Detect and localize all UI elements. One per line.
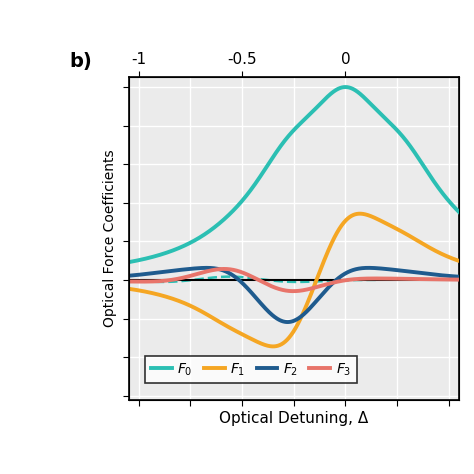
$F_1$ (467, 261, 473, 267)
$F_3$ (134, 279, 139, 284)
$F_3$ (467, 277, 473, 283)
$F_2$ (134, 272, 139, 278)
$F_2$ (292, 318, 297, 324)
$F_0$ (466, 219, 472, 224)
$F_0$ (343, 84, 348, 90)
$F_0$ (134, 258, 139, 264)
$F_1$ (270, 344, 276, 349)
$F_1$ (466, 261, 472, 267)
$F_0$ (466, 219, 472, 225)
$F_0$ (400, 134, 406, 140)
$F_2$ (282, 319, 287, 325)
$F_2$ (467, 274, 473, 280)
$F_2$ (366, 265, 372, 271)
Line: $F_3$: $F_3$ (118, 269, 474, 291)
$F_3$ (221, 266, 227, 272)
Text: b): b) (69, 52, 92, 71)
$F_1$ (357, 211, 363, 217)
$F_3$ (115, 279, 121, 284)
Y-axis label: Optical Force Coefficients: Optical Force Coefficients (103, 150, 118, 328)
Line: $F_0$: $F_0$ (118, 87, 474, 264)
$F_0$ (115, 261, 121, 267)
$F_1$ (282, 339, 287, 345)
Line: $F_1$: $F_1$ (118, 214, 474, 346)
Legend: $F_0$, $F_1$, $F_2$, $F_3$: $F_0$, $F_1$, $F_2$, $F_3$ (146, 356, 356, 383)
X-axis label: Optical Detuning, Δ: Optical Detuning, Δ (219, 411, 368, 426)
$F_3$ (291, 288, 296, 294)
$F_0$ (282, 138, 287, 144)
$F_2$ (115, 273, 121, 279)
Line: $F_2$: $F_2$ (118, 268, 474, 322)
$F_0$ (291, 127, 297, 133)
$F_1$ (401, 229, 406, 235)
$F_3$ (292, 288, 297, 294)
$F_1$ (292, 328, 297, 333)
$F_1$ (115, 284, 121, 290)
$F_1$ (134, 287, 139, 293)
$F_3$ (401, 276, 406, 282)
$F_3$ (282, 288, 287, 293)
$F_2$ (285, 319, 291, 325)
$F_2$ (401, 268, 406, 273)
$F_3$ (466, 277, 472, 283)
$F_2$ (466, 274, 472, 280)
